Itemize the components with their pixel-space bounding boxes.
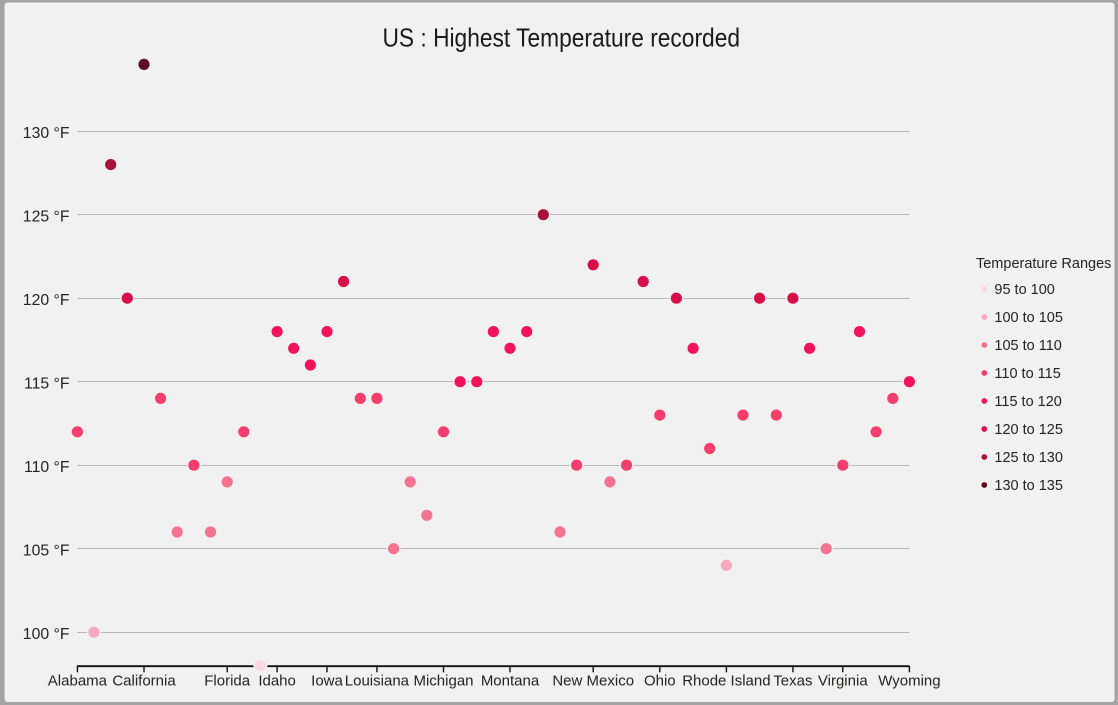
svg-text:Virginia: Virginia: [818, 673, 868, 690]
svg-text:130 to 135: 130 to 135: [994, 478, 1063, 494]
svg-text:US : Highest Temperature recor: US : Highest Temperature recorded: [383, 23, 741, 53]
svg-text:110 to 115: 110 to 115: [994, 366, 1060, 382]
svg-text:110 °F: 110 °F: [24, 459, 70, 476]
svg-text:120 to 125: 120 to 125: [994, 422, 1063, 438]
svg-text:Michigan: Michigan: [413, 673, 473, 690]
svg-text:Texas: Texas: [773, 673, 812, 690]
svg-text:95 to 100: 95 to 100: [994, 282, 1054, 298]
svg-text:Idaho: Idaho: [258, 673, 296, 690]
svg-text:115 to 120: 115 to 120: [994, 394, 1061, 410]
svg-text:125 °F: 125 °F: [23, 208, 70, 225]
svg-text:115 °F: 115 °F: [24, 375, 70, 392]
svg-text:California: California: [112, 673, 176, 690]
svg-text:125 to 130: 125 to 130: [994, 450, 1063, 466]
svg-text:105 °F: 105 °F: [23, 542, 70, 559]
svg-text:100 °F: 100 °F: [23, 626, 70, 643]
svg-text:Iowa: Iowa: [311, 673, 343, 690]
svg-text:Montana: Montana: [481, 673, 540, 690]
svg-text:New Mexico: New Mexico: [552, 673, 634, 690]
svg-text:Ohio: Ohio: [644, 673, 676, 690]
svg-text:Rhode Island: Rhode Island: [682, 673, 770, 690]
svg-text:120 °F: 120 °F: [23, 292, 70, 309]
svg-text:Alabama: Alabama: [48, 673, 108, 690]
svg-text:Louisiana: Louisiana: [345, 673, 410, 690]
svg-text:105 to 110: 105 to 110: [994, 338, 1061, 354]
svg-text:100 to 105: 100 to 105: [994, 310, 1063, 326]
svg-text:Florida: Florida: [204, 673, 251, 690]
svg-text:Wyoming: Wyoming: [878, 673, 940, 690]
svg-text:Temperature Ranges: Temperature Ranges: [976, 256, 1111, 272]
svg-text:130 °F: 130 °F: [23, 125, 70, 142]
